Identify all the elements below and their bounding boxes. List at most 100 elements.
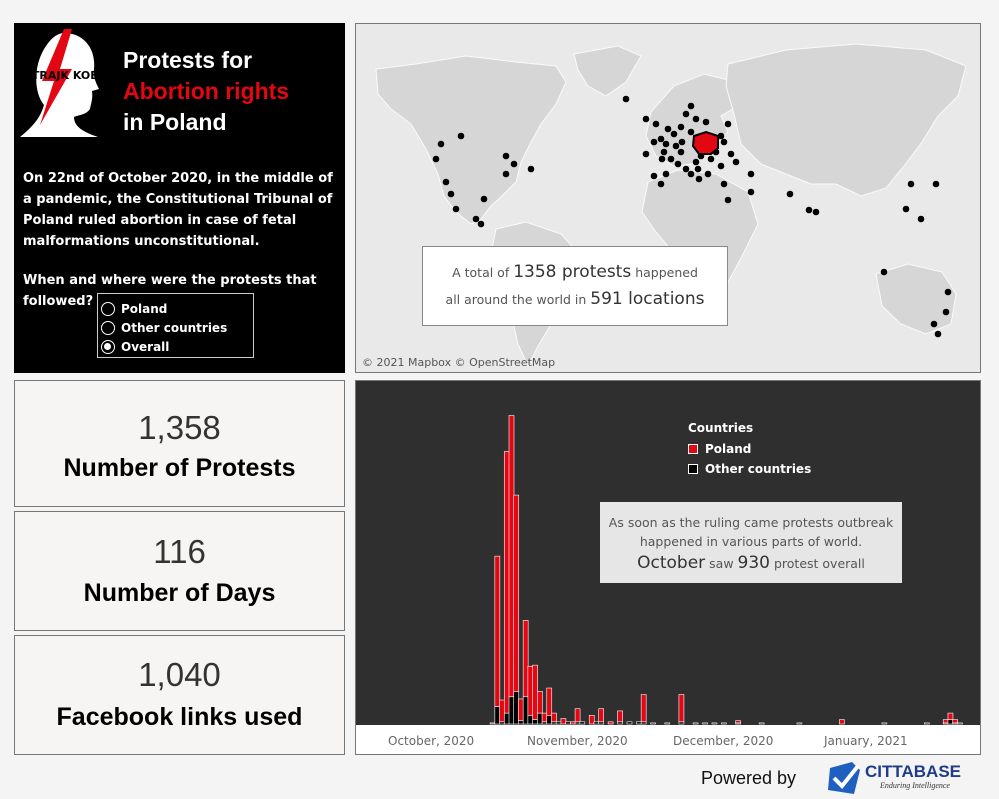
bar-poland[interactable] bbox=[503, 451, 510, 714]
bar-poland[interactable] bbox=[839, 719, 845, 725]
bar-other-countries[interactable] bbox=[617, 721, 623, 725]
bar-other-countries[interactable] bbox=[947, 719, 954, 725]
protest-location-point[interactable] bbox=[704, 170, 712, 178]
bar-other-countries[interactable] bbox=[546, 714, 553, 725]
bar-other-countries[interactable] bbox=[598, 721, 604, 725]
protest-location-point[interactable] bbox=[658, 155, 666, 163]
protest-location-point[interactable] bbox=[502, 152, 510, 160]
protest-location-point[interactable] bbox=[805, 206, 813, 214]
protest-location-point[interactable] bbox=[907, 180, 915, 188]
protest-location-point[interactable] bbox=[674, 160, 682, 168]
bar-poland[interactable] bbox=[522, 620, 529, 698]
protest-location-point[interactable] bbox=[642, 115, 650, 123]
protest-location-point[interactable] bbox=[932, 180, 940, 188]
bar-poland[interactable] bbox=[541, 712, 548, 723]
map-credit[interactable]: © 2021 Mapbox © OpenStreetMap bbox=[362, 356, 556, 369]
country-filter[interactable]: Poland Other countries Overall bbox=[97, 293, 254, 358]
bar-poland[interactable] bbox=[508, 415, 515, 698]
protest-location-point[interactable] bbox=[687, 128, 695, 136]
bar-other-countries[interactable] bbox=[636, 721, 642, 725]
bar-other-countries[interactable] bbox=[702, 722, 708, 725]
protest-location-point[interactable] bbox=[660, 148, 668, 156]
bar-other-countries[interactable] bbox=[924, 722, 930, 725]
bar-poland[interactable] bbox=[617, 710, 623, 723]
filter-option-other-countries[interactable]: Other countries bbox=[98, 318, 253, 337]
protest-location-point[interactable] bbox=[527, 165, 535, 173]
protest-location-point[interactable] bbox=[720, 138, 728, 146]
radio-icon[interactable] bbox=[101, 320, 115, 335]
protest-location-point[interactable] bbox=[880, 268, 888, 276]
protest-location-point[interactable] bbox=[472, 215, 480, 223]
bar-other-countries[interactable] bbox=[513, 690, 520, 725]
protests-timeline-chart[interactable]: Countries Poland Other countries As soon… bbox=[355, 380, 981, 755]
protest-location-point[interactable] bbox=[622, 95, 630, 103]
bar-poland[interactable] bbox=[570, 721, 576, 725]
protest-location-point[interactable] bbox=[717, 132, 725, 140]
bar-other-countries[interactable] bbox=[711, 722, 718, 725]
protest-location-point[interactable] bbox=[447, 190, 455, 198]
protest-location-point[interactable] bbox=[944, 288, 952, 296]
protest-location-point[interactable] bbox=[727, 150, 735, 158]
bar-other-countries[interactable] bbox=[551, 721, 557, 725]
protest-location-point[interactable] bbox=[670, 130, 678, 138]
protest-location-point[interactable] bbox=[682, 110, 690, 118]
protest-location-point[interactable] bbox=[786, 190, 794, 198]
bar-other-countries[interactable] bbox=[796, 722, 803, 725]
bar-other-countries[interactable] bbox=[593, 721, 600, 725]
protest-location-point[interactable] bbox=[720, 180, 728, 188]
bar-other-countries[interactable] bbox=[503, 712, 510, 725]
bar-other-countries[interactable] bbox=[522, 696, 529, 725]
protest-location-point[interactable] bbox=[437, 140, 445, 148]
poland-highlight[interactable] bbox=[691, 130, 719, 155]
protest-location-point[interactable] bbox=[662, 170, 670, 178]
bar-poland[interactable] bbox=[607, 721, 614, 725]
bar-other-countries[interactable] bbox=[537, 712, 543, 725]
bar-other-countries[interactable] bbox=[555, 721, 562, 725]
bar-poland[interactable] bbox=[678, 694, 685, 723]
bar-other-countries[interactable] bbox=[881, 722, 888, 725]
protest-location-point[interactable] bbox=[717, 162, 725, 170]
protest-location-point[interactable] bbox=[930, 320, 938, 328]
protest-location-point[interactable] bbox=[664, 125, 672, 133]
protest-location-point[interactable] bbox=[452, 205, 460, 213]
bar-other-countries[interactable] bbox=[518, 720, 524, 725]
protest-location-point[interactable] bbox=[432, 155, 440, 163]
protest-location-point[interactable] bbox=[682, 165, 690, 173]
bar-other-countries[interactable] bbox=[541, 721, 548, 725]
bar-other-countries[interactable] bbox=[692, 722, 699, 725]
bar-poland[interactable] bbox=[513, 494, 520, 692]
timeline-bars[interactable] bbox=[356, 381, 980, 754]
protest-location-point[interactable] bbox=[650, 172, 658, 180]
protest-map[interactable]: A total of 1358 protests happened all ar… bbox=[355, 23, 981, 373]
bar-other-countries[interactable] bbox=[494, 706, 501, 725]
bar-poland[interactable] bbox=[518, 698, 524, 722]
protest-location-point[interactable] bbox=[678, 138, 686, 146]
protest-location-point[interactable] bbox=[642, 150, 650, 158]
filter-option-overall[interactable]: Overall bbox=[98, 337, 253, 356]
bar-poland[interactable] bbox=[735, 720, 741, 724]
bar-other-countries[interactable] bbox=[508, 696, 515, 725]
protest-location-point[interactable] bbox=[477, 220, 485, 228]
bar-other-countries[interactable] bbox=[574, 721, 581, 725]
filter-option-poland[interactable]: Poland bbox=[98, 299, 253, 318]
protest-location-point[interactable] bbox=[652, 120, 660, 128]
bar-poland[interactable] bbox=[942, 719, 949, 724]
bar-poland[interactable] bbox=[499, 699, 505, 723]
bar-poland[interactable] bbox=[527, 665, 534, 716]
bar-poland[interactable] bbox=[494, 555, 501, 707]
protest-location-point[interactable] bbox=[934, 330, 942, 338]
protest-location-point[interactable] bbox=[667, 155, 675, 163]
protest-location-point[interactable] bbox=[707, 155, 715, 163]
bar-poland[interactable] bbox=[640, 694, 647, 723]
bar-other-countries[interactable] bbox=[664, 722, 671, 725]
legend-item-poland[interactable]: Poland bbox=[688, 439, 811, 459]
radio-icon[interactable] bbox=[101, 301, 115, 316]
bar-poland[interactable] bbox=[551, 712, 557, 723]
bar-poland[interactable] bbox=[532, 664, 538, 720]
protest-location-point[interactable] bbox=[457, 132, 465, 140]
bar-other-countries[interactable] bbox=[565, 721, 571, 725]
protest-location-point[interactable] bbox=[677, 123, 685, 131]
protest-location-point[interactable] bbox=[702, 118, 710, 126]
bar-poland[interactable] bbox=[537, 690, 543, 714]
protest-location-point[interactable] bbox=[657, 180, 665, 188]
